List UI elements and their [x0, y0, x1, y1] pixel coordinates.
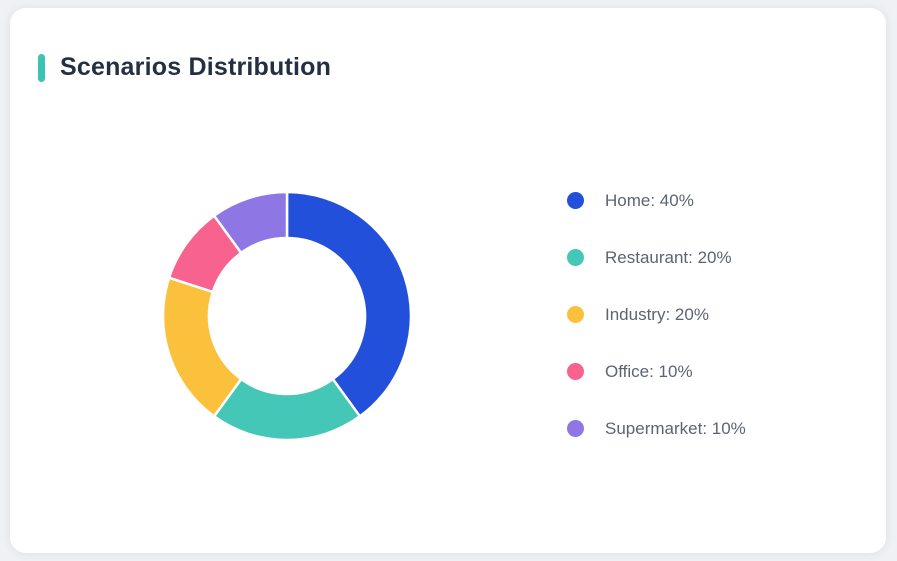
donut-slice-industry[interactable] [161, 276, 243, 418]
card-header: Scenarios Distribution [38, 53, 331, 82]
legend-color-dot [567, 192, 584, 209]
legend-color-dot [567, 306, 584, 323]
legend-item-office[interactable]: Office: 10% [567, 343, 746, 400]
legend-color-dot [567, 249, 584, 266]
scenarios-distribution-card: Scenarios Distribution Home: 40% Restaura… [10, 8, 886, 553]
title-accent-bar [38, 53, 45, 82]
legend-item-restaurant[interactable]: Restaurant: 20% [567, 229, 746, 286]
legend-label: Industry: 20% [605, 304, 709, 324]
legend-item-industry[interactable]: Industry: 20% [567, 286, 746, 343]
legend-color-dot [567, 363, 584, 380]
legend-label: Restaurant: 20% [605, 247, 732, 267]
legend-label: Home: 40% [605, 190, 694, 210]
donut-slice-supermarket[interactable] [212, 190, 289, 255]
chart-legend: Home: 40% Restaurant: 20% Industry: 20% Off… [567, 172, 746, 457]
legend-label: Office: 10% [605, 361, 693, 381]
legend-label: Supermarket: 10% [605, 418, 746, 438]
donut-slice-home[interactable] [285, 190, 413, 418]
donut-chart [161, 190, 413, 442]
legend-item-home[interactable]: Home: 40% [567, 172, 746, 229]
legend-color-dot [567, 420, 584, 437]
card-title: Scenarios Distribution [60, 53, 332, 81]
legend-item-supermarket[interactable]: Supermarket: 10% [567, 400, 746, 457]
